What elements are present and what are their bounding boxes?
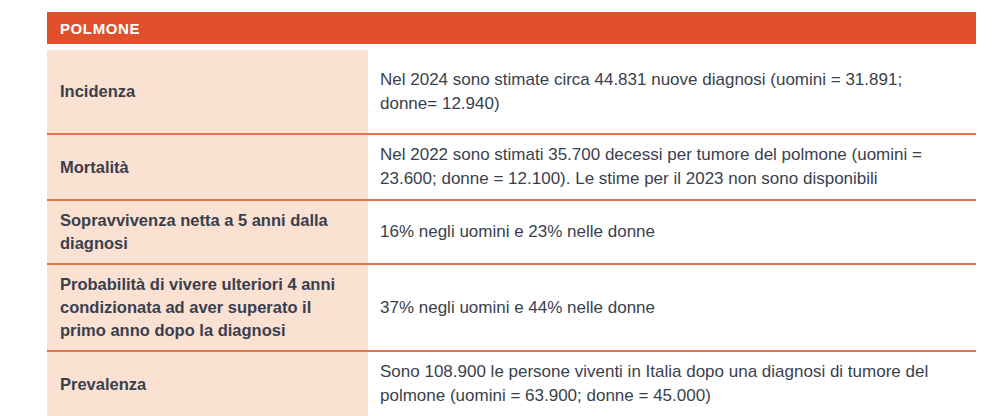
table-row: Prevalenza Sono 108.900 le persone viven… [47, 350, 976, 416]
row-label-sopravvivenza: Sopravvivenza netta a 5 anni dalla diagn… [47, 201, 368, 263]
row-value-incidenza: Nel 2024 sono stimate circa 44.831 nuove… [368, 50, 976, 133]
table-title: POLMONE [60, 20, 140, 37]
page: POLMONE Incidenza Nel 2024 sono stimate … [0, 0, 1004, 416]
row-value-sopravvivenza: 16% negli uomini e 23% nelle donne [368, 201, 976, 263]
row-label-mortalita: Mortalità [47, 135, 368, 199]
row-label-incidenza: Incidenza [47, 50, 368, 133]
polmone-summary-table: POLMONE Incidenza Nel 2024 sono stimate … [47, 12, 976, 416]
row-value-probabilita: 37% negli uomini e 44% nelle donne [368, 265, 976, 350]
row-label-probabilita: Probabilità di vivere ulteriori 4 anni c… [47, 265, 368, 350]
row-value-mortalita: Nel 2022 sono stimati 35.700 decessi per… [368, 135, 976, 199]
row-value-prevalenza: Sono 108.900 le persone viventi in Itali… [368, 352, 976, 416]
table-row: Incidenza Nel 2024 sono stimate circa 44… [47, 50, 976, 133]
table-row: Probabilità di vivere ulteriori 4 anni c… [47, 263, 976, 350]
table-header: POLMONE [47, 12, 976, 44]
row-label-prevalenza: Prevalenza [47, 352, 368, 416]
table-row: Sopravvivenza netta a 5 anni dalla diagn… [47, 199, 976, 263]
table-row: Mortalità Nel 2022 sono stimati 35.700 d… [47, 133, 976, 199]
